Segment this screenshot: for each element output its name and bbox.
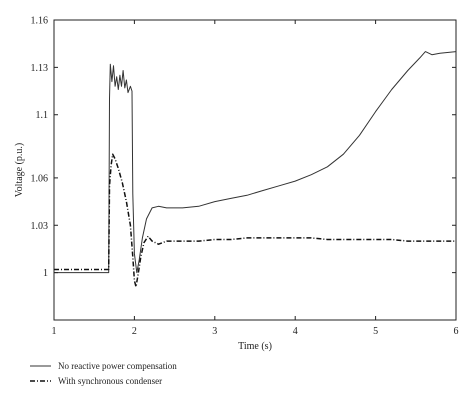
series-line-no-compensation bbox=[54, 51, 457, 274]
legend-label-synchronous-condenser: With synchronous condenser bbox=[58, 376, 162, 386]
y-tick-label: 1.03 bbox=[31, 221, 49, 232]
plot-frame bbox=[53, 19, 457, 321]
x-tick-label: 2 bbox=[132, 326, 137, 337]
x-tick-label: 6 bbox=[454, 326, 459, 337]
x-axis-label: Time (s) bbox=[238, 341, 272, 352]
y-tick-label: 1.06 bbox=[31, 173, 49, 184]
x-tick-label: 1 bbox=[52, 326, 57, 337]
legend: No reactive power compensation With sync… bbox=[30, 361, 177, 386]
y-tick-label: 1.1 bbox=[36, 110, 49, 121]
plot-area bbox=[54, 51, 457, 288]
legend-label-no-compensation: No reactive power compensation bbox=[58, 361, 177, 371]
y-axis-label: Voltage (p.u.) bbox=[14, 143, 25, 198]
y-tick-label: 1 bbox=[43, 268, 48, 279]
x-tick-label: 4 bbox=[293, 326, 298, 337]
y-tick-label: 1.16 bbox=[31, 16, 49, 27]
series-line-synchronous-condenser bbox=[54, 153, 456, 288]
x-tick-label: 5 bbox=[373, 326, 378, 337]
y-tick-label: 1.13 bbox=[31, 63, 49, 74]
x-tick-label: 3 bbox=[212, 326, 217, 337]
